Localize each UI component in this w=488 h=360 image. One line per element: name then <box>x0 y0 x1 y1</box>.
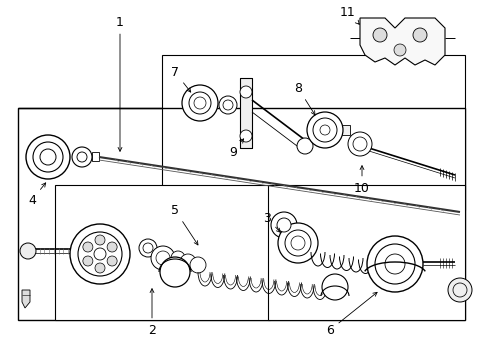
Circle shape <box>95 235 105 245</box>
Circle shape <box>372 28 386 42</box>
Circle shape <box>94 248 106 260</box>
Circle shape <box>95 263 105 273</box>
Circle shape <box>189 92 210 114</box>
Circle shape <box>20 243 36 259</box>
Text: 11: 11 <box>340 5 359 24</box>
Circle shape <box>278 223 317 263</box>
Circle shape <box>270 212 296 238</box>
Circle shape <box>412 28 426 42</box>
Circle shape <box>276 218 290 232</box>
Bar <box>240 78 251 148</box>
Text: 7: 7 <box>171 66 190 92</box>
Circle shape <box>151 246 175 270</box>
Circle shape <box>223 100 232 110</box>
Text: 4: 4 <box>28 183 45 207</box>
Circle shape <box>321 274 347 300</box>
Circle shape <box>384 254 404 274</box>
Circle shape <box>156 251 170 265</box>
Circle shape <box>171 251 184 265</box>
Circle shape <box>290 236 305 250</box>
Text: 3: 3 <box>263 212 280 232</box>
Circle shape <box>452 283 466 297</box>
Circle shape <box>78 232 122 276</box>
Circle shape <box>72 147 92 167</box>
Circle shape <box>374 244 414 284</box>
Circle shape <box>33 142 63 172</box>
Circle shape <box>70 224 130 284</box>
Circle shape <box>82 242 93 252</box>
Circle shape <box>26 135 70 179</box>
Text: 10: 10 <box>353 166 369 194</box>
Bar <box>341 125 349 135</box>
Circle shape <box>107 256 117 266</box>
Polygon shape <box>359 18 444 65</box>
Polygon shape <box>22 290 30 308</box>
Text: 9: 9 <box>228 139 243 158</box>
Circle shape <box>160 257 190 287</box>
Circle shape <box>393 44 405 56</box>
Text: 1: 1 <box>116 15 123 151</box>
Text: 2: 2 <box>148 289 156 337</box>
Circle shape <box>139 239 157 257</box>
Text: 8: 8 <box>293 81 314 115</box>
Circle shape <box>194 97 205 109</box>
Text: 6: 6 <box>325 292 376 337</box>
Circle shape <box>240 86 251 98</box>
Polygon shape <box>55 185 269 320</box>
Circle shape <box>107 242 117 252</box>
Circle shape <box>240 130 251 142</box>
Circle shape <box>347 132 371 156</box>
Polygon shape <box>18 108 464 320</box>
Circle shape <box>352 137 366 151</box>
Circle shape <box>219 96 237 114</box>
Circle shape <box>82 256 93 266</box>
Circle shape <box>40 149 56 165</box>
Circle shape <box>366 236 422 292</box>
Circle shape <box>180 254 196 270</box>
Circle shape <box>312 118 336 142</box>
Circle shape <box>77 152 87 162</box>
Polygon shape <box>162 55 464 210</box>
Text: 5: 5 <box>171 203 198 245</box>
Circle shape <box>285 230 310 256</box>
Circle shape <box>182 85 218 121</box>
Bar <box>92 152 99 161</box>
Circle shape <box>447 278 471 302</box>
Circle shape <box>296 138 312 154</box>
Circle shape <box>142 243 153 253</box>
Circle shape <box>319 125 329 135</box>
Polygon shape <box>267 185 464 320</box>
Circle shape <box>190 257 205 273</box>
Circle shape <box>306 112 342 148</box>
